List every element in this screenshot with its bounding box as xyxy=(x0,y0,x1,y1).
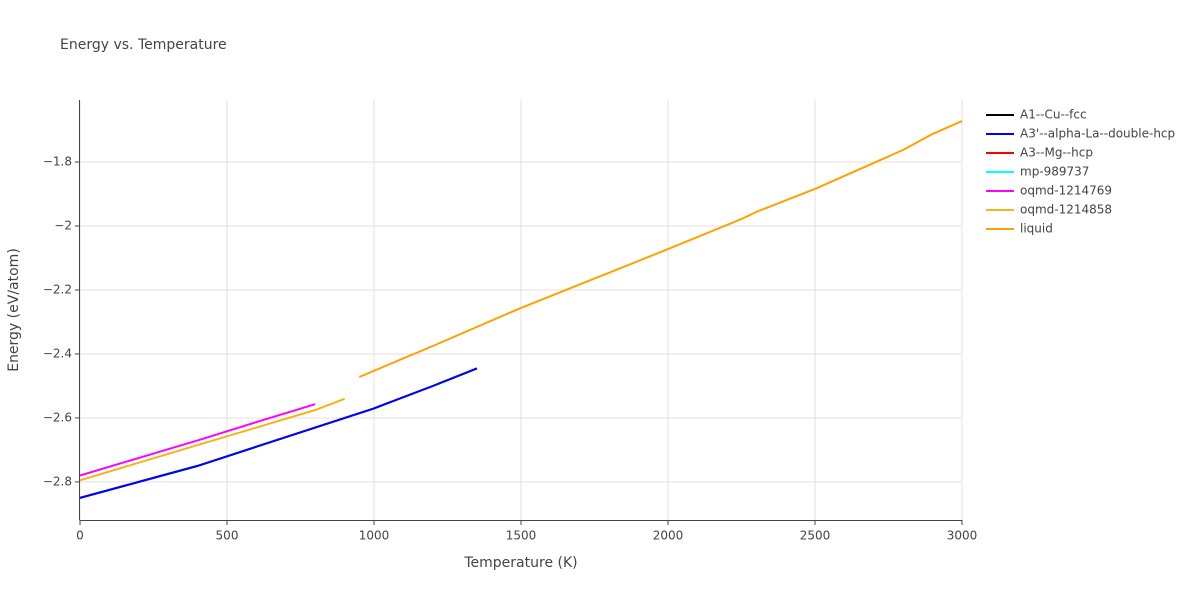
x-axis-title: Temperature (K) xyxy=(463,555,577,571)
legend-label: mp-989737 xyxy=(1020,165,1089,179)
x-tick-label: 1000 xyxy=(359,529,390,543)
x-tick-label: 2500 xyxy=(800,529,831,543)
x-tick-label: 500 xyxy=(216,529,239,543)
y-tick-label: −2.2 xyxy=(43,283,72,297)
line-series xyxy=(79,367,478,499)
traces xyxy=(79,120,963,499)
line-series xyxy=(79,403,316,477)
y-tick-label: −2.4 xyxy=(43,346,72,360)
legend-label: liquid xyxy=(1020,222,1053,236)
legend-label: oqmd-1214858 xyxy=(1020,203,1112,217)
x-tick-label: 0 xyxy=(76,529,84,543)
y-axis-title: Energy (eV/atom) xyxy=(6,248,22,372)
x-tick-label: 1500 xyxy=(506,529,537,543)
y-tick-label: −1.8 xyxy=(43,155,72,169)
line-series xyxy=(79,367,478,499)
legend-label: A3'--alpha-La--double-hcp xyxy=(1020,127,1175,141)
grid: 0 500 1000 1500 2000 2500 3000 −2.8 −2.6 −2.4 −2.2… xyxy=(43,100,977,543)
legend: A1--Cu--fcc A3'--alpha-La--double-hcp A3--… xyxy=(986,108,1175,236)
chart-title: Energy vs. Temperature xyxy=(60,37,227,53)
x-tick-label: 2000 xyxy=(653,529,684,543)
x-tick-label: 3000 xyxy=(947,529,978,543)
y-tick-label: −2.8 xyxy=(43,474,72,488)
legend-label: A3--Mg--hcp xyxy=(1020,146,1093,160)
line-series xyxy=(79,367,478,499)
legend-label: oqmd-1214769 xyxy=(1020,184,1112,198)
y-tick-label: −2.6 xyxy=(43,410,72,424)
y-tick-label: −2 xyxy=(54,219,72,233)
line-series xyxy=(358,120,963,378)
legend-label: A1--Cu--fcc xyxy=(1020,108,1087,122)
line-series xyxy=(79,367,478,499)
line-series xyxy=(79,397,345,482)
